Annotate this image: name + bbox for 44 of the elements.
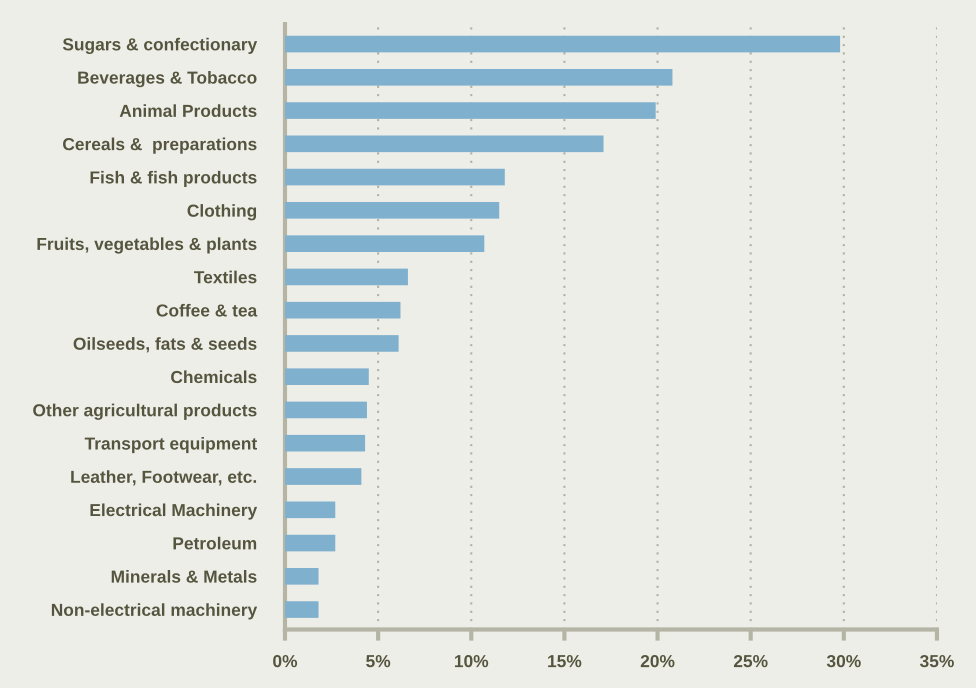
x-tick-label: 20% bbox=[640, 654, 674, 668]
y-tick-label: Chemicals bbox=[171, 370, 257, 384]
bar bbox=[284, 202, 500, 219]
y-tick-label: Fish & fish products bbox=[90, 170, 257, 187]
x-tick-label: 10% bbox=[454, 654, 488, 668]
bar bbox=[284, 302, 400, 318]
y-tick-label: Transport equipment bbox=[84, 436, 258, 454]
y-tick-label: Leather, Footwear, etc. bbox=[71, 470, 256, 486]
bar bbox=[284, 368, 369, 386]
y-tick-label: Electrical Machinery bbox=[90, 503, 258, 520]
x-tick-label: 35% bbox=[920, 654, 954, 668]
bar bbox=[284, 601, 319, 618]
bar bbox=[284, 335, 399, 352]
y-tick-label: Animal Products bbox=[120, 104, 257, 118]
bar bbox=[284, 468, 362, 485]
x-tick-label: 15% bbox=[548, 655, 582, 668]
bar bbox=[284, 402, 367, 418]
bar bbox=[284, 136, 604, 152]
y-tick-label: Coffee & tea bbox=[156, 304, 258, 317]
y-tick-label: Clothing bbox=[188, 204, 256, 220]
x-tick-label: 0% bbox=[273, 654, 298, 668]
x-tick-label: 25% bbox=[734, 654, 768, 668]
bar bbox=[284, 534, 336, 552]
y-tick-label: Non-electrical machinery bbox=[52, 603, 258, 620]
bar bbox=[284, 36, 840, 52]
y-tick-label: Other agricultural products bbox=[33, 404, 257, 420]
bar bbox=[284, 501, 336, 518]
bar bbox=[284, 434, 366, 452]
x-tick-label: 30% bbox=[826, 654, 861, 668]
y-tick-label: Oilseeds, fats & seeds bbox=[74, 337, 257, 352]
y-tick-label: Minerals & Metals bbox=[112, 570, 257, 583]
y-tick-label: Sugars & confectionary bbox=[62, 38, 258, 54]
y-tick-label: Textiles bbox=[194, 270, 257, 284]
y-tick-label: Beverages & Tobacco bbox=[78, 71, 257, 88]
bar bbox=[284, 568, 319, 585]
x-tick-label: 5% bbox=[366, 655, 390, 668]
y-tick-label: Cereals & preparations bbox=[63, 138, 257, 154]
y-tick-label: Petroleum bbox=[173, 536, 256, 550]
bar bbox=[284, 102, 656, 119]
bar bbox=[284, 68, 672, 86]
bar bbox=[284, 235, 484, 252]
bar bbox=[284, 168, 505, 186]
bar bbox=[284, 268, 408, 286]
y-tick-label: Fruits, vegetables & plants bbox=[37, 237, 257, 254]
